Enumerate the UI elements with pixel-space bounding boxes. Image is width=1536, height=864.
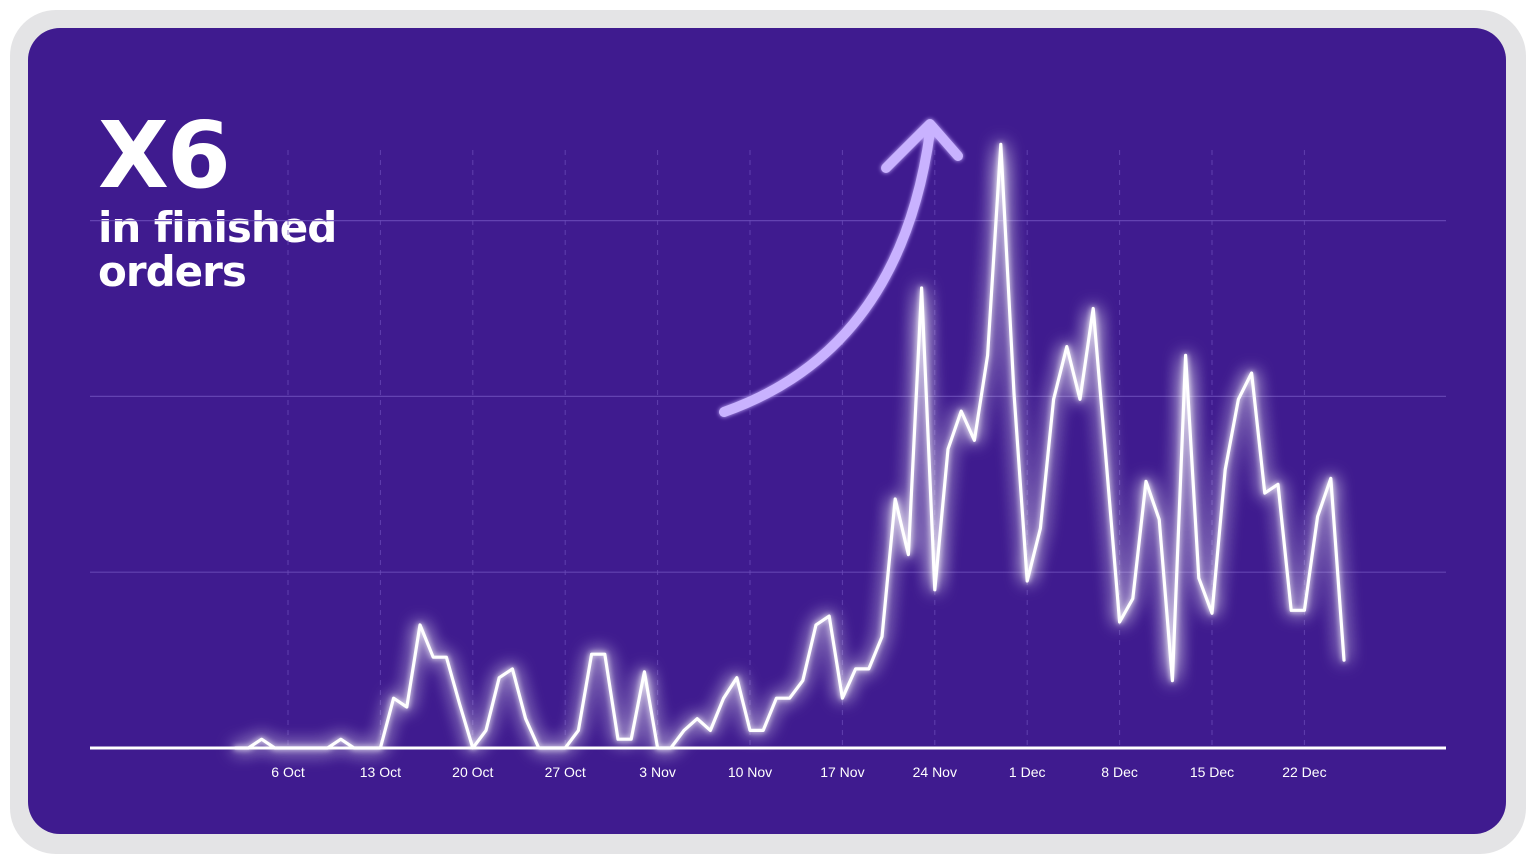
x-tick-label: 13 Oct <box>360 764 401 780</box>
x-tick-label: 1 Dec <box>1009 764 1046 780</box>
multiplier-text: X6 <box>98 102 231 209</box>
up-right-arrow-icon <box>719 119 963 417</box>
x-tick-label: 20 Oct <box>452 764 493 780</box>
x-tick-label: 27 Oct <box>545 764 586 780</box>
orders-series-line <box>233 142 1346 750</box>
x-axis-ticks: 6 Oct 13 Oct 20 Oct 27 Oct 3 Nov 10 Nov 17 Nov… <box>271 764 1326 780</box>
x-tick-label: 22 Dec <box>1282 764 1326 780</box>
x-tick-label: 3 Nov <box>639 764 676 780</box>
x-tick-label: 15 Dec <box>1190 764 1234 780</box>
headline: X6 in finished orders <box>98 106 388 294</box>
caption-text: in finished orders <box>98 203 337 296</box>
chart-card: X6 in finished orders <box>28 28 1506 834</box>
x-tick-label: 8 Dec <box>1101 764 1138 780</box>
x-tick-label: 6 Oct <box>271 764 305 780</box>
x-tick-label: 17 Nov <box>820 764 864 780</box>
x-tick-label: 24 Nov <box>913 764 957 780</box>
x-tick-label: 10 Nov <box>728 764 772 780</box>
gridlines <box>90 150 1446 748</box>
